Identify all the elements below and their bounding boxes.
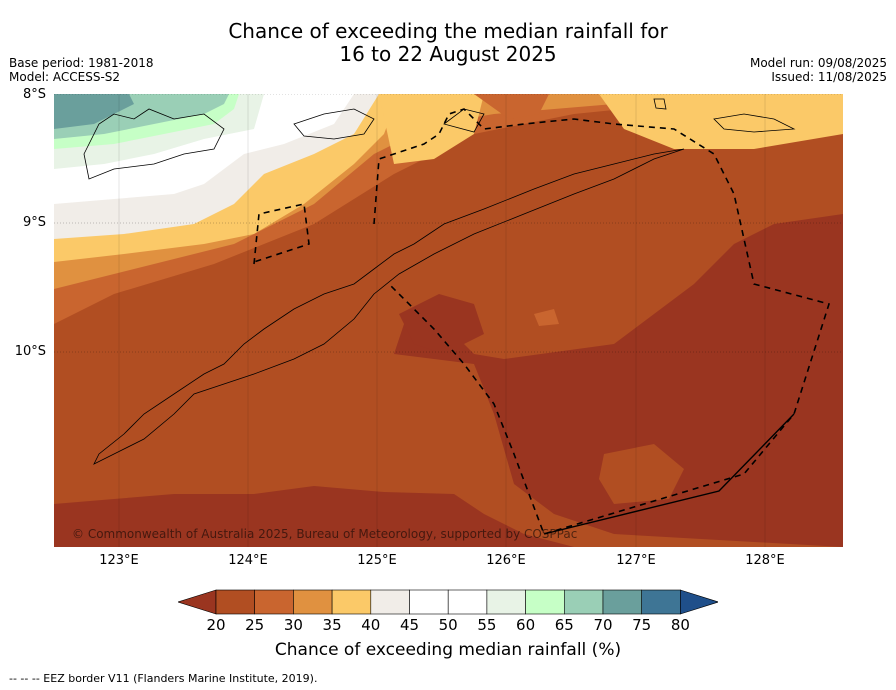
lon-label-125e: 125°E	[357, 553, 397, 568]
title-line-1: Chance of exceeding the median rainfall …	[228, 19, 668, 43]
colorbar-label: Chance of exceeding median rainfall (%)	[274, 640, 622, 660]
colorbar-arrow-high	[680, 589, 718, 615]
colorbar-tick-label: 55	[477, 616, 497, 634]
colorbar-segment	[331, 589, 372, 615]
rainfall-map	[54, 94, 843, 547]
colorbar-segment	[254, 589, 294, 615]
band-30-35-small-patch	[534, 309, 559, 326]
band-20-25-south	[54, 486, 574, 547]
band-40-45-northeast	[599, 94, 843, 149]
chart-title: Chance of exceeding the median rainfall …	[0, 20, 896, 66]
copyright-notice: © Commonwealth of Australia 2025, Bureau…	[72, 527, 578, 541]
colorbar-segment	[409, 589, 449, 615]
lon-label-123e: 123°E	[99, 553, 139, 568]
meta-left: Base period: 1981-2018 Model: ACCESS-S2	[9, 56, 154, 84]
colorbar-segment	[447, 589, 488, 615]
colorbar-tick-label: 70	[593, 616, 613, 634]
model-name: Model: ACCESS-S2	[9, 70, 121, 84]
model-run: Model run: 09/08/2025	[749, 56, 887, 70]
coastline-alor	[293, 108, 375, 140]
colorbar-tick-label: 30	[283, 616, 303, 634]
coastline-timor	[93, 148, 685, 465]
border-solid-segment	[543, 413, 795, 535]
colorbar-segment	[486, 589, 526, 615]
colorbar-tick-label: 60	[516, 616, 536, 634]
lat-label-9s: 9°S	[22, 215, 46, 230]
coastline-flores	[83, 108, 225, 180]
colorbar-tick-label: 50	[438, 616, 458, 634]
colorbar-tick-label: 40	[361, 616, 381, 634]
colorbar-tick-label: 35	[322, 616, 342, 634]
band-20-25	[394, 214, 843, 547]
band-40-45-north	[379, 94, 484, 164]
lat-label-8s: 8°S	[22, 87, 46, 102]
colorbar-segment	[641, 589, 681, 615]
coastline-babar	[713, 113, 796, 133]
colorbar-tick-label: 75	[632, 616, 652, 634]
colorbar-tick-label: 80	[670, 616, 690, 634]
colorbar-tick-label: 25	[245, 616, 265, 634]
lon-label-128e: 128°E	[745, 553, 785, 568]
colorbar-segment	[370, 589, 410, 615]
colorbar-segment	[215, 589, 256, 615]
colorbar-segment	[563, 589, 604, 615]
colorbar-segment	[525, 589, 565, 615]
colorbar-tick-label: 45	[399, 616, 420, 634]
lon-label-126e: 126°E	[486, 553, 526, 568]
band-70-75	[54, 94, 134, 129]
issued-date: Issued: 11/08/2025	[771, 70, 887, 84]
gridlines	[54, 94, 843, 353]
footer-note: -- -- -- EEZ border V11 (Flanders Marine…	[9, 672, 318, 685]
lon-label-124e: 124°E	[228, 553, 268, 568]
colorbar-tick-label: 20	[206, 616, 226, 634]
eez-border	[253, 108, 831, 535]
title-line-2: 16 to 22 August 2025	[339, 42, 557, 66]
lon-label-127e: 127°E	[616, 553, 656, 568]
band-25-30-patch	[599, 444, 684, 504]
base-period: Base period: 1981-2018	[9, 56, 154, 70]
colorbar-tick-label: 65	[554, 616, 574, 634]
band-30-35-north-patch	[474, 94, 549, 119]
meridians	[118, 94, 766, 547]
colorbar	[178, 589, 718, 615]
coastline-islet	[653, 98, 667, 110]
colorbar-segment	[293, 589, 333, 615]
coastline-wetar	[443, 108, 485, 133]
lat-label-10s: 10°S	[14, 344, 46, 359]
band-20-25-central	[399, 294, 484, 354]
colorbar-arrow-low	[178, 589, 217, 615]
meta-right: Model run: 09/08/2025 Issued: 11/08/2025	[750, 56, 887, 84]
colorbar-segment	[602, 589, 643, 615]
